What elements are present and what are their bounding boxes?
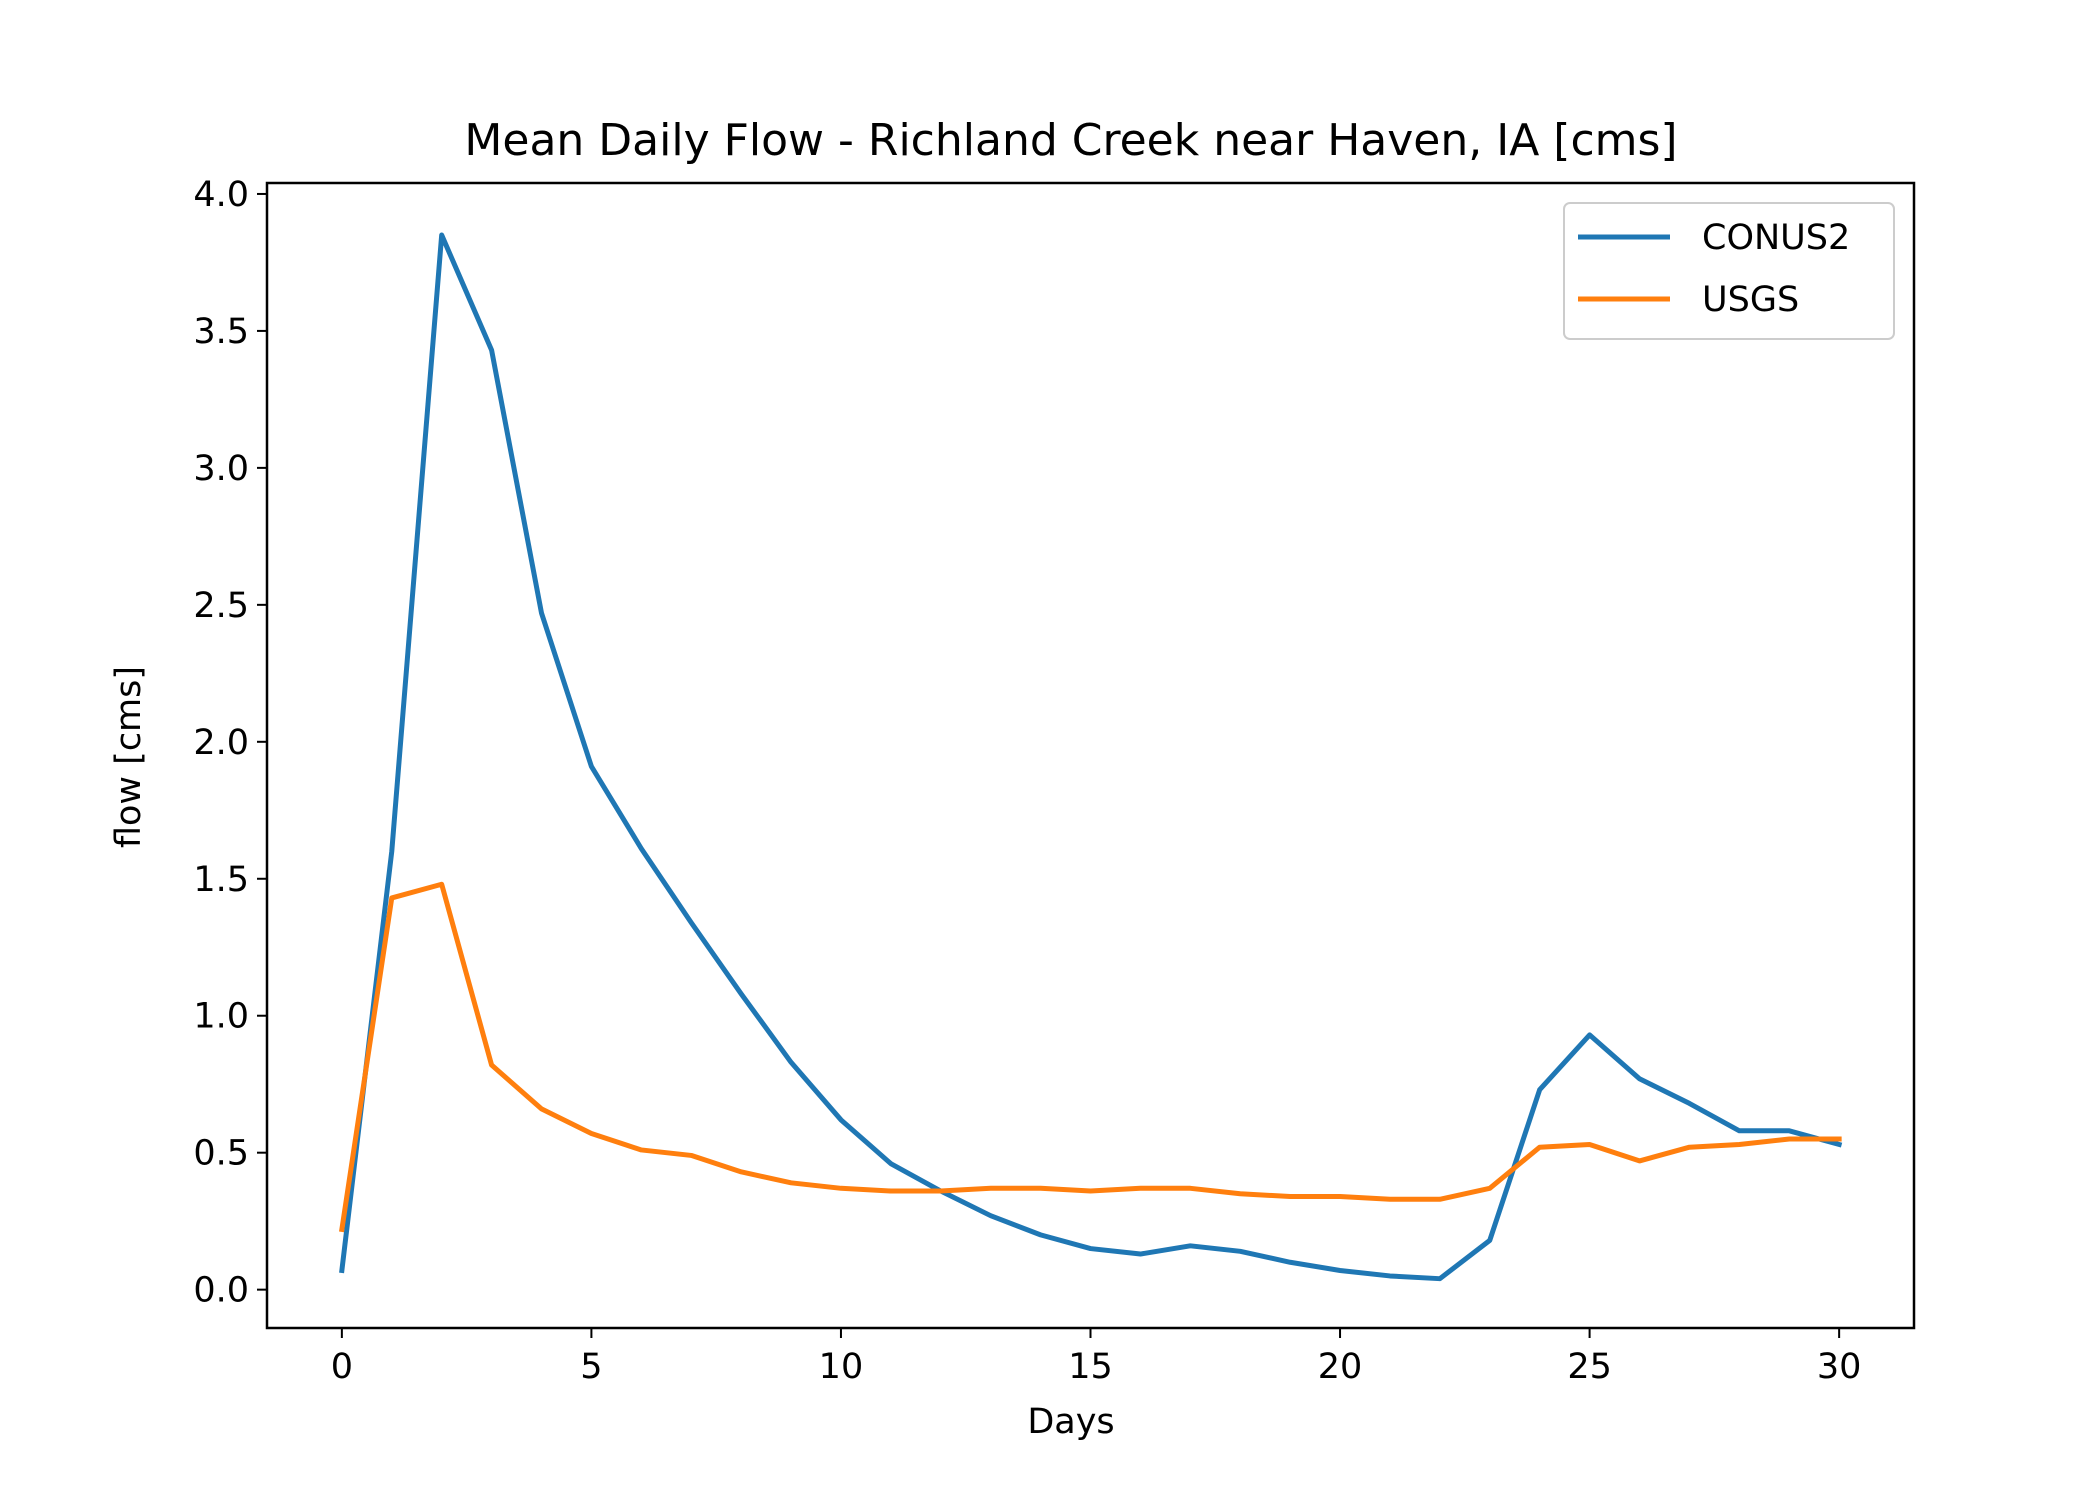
legend-label-usgs: USGS (1702, 280, 1799, 320)
y-tick-label: 1.0 (193, 997, 249, 1037)
axes-layer: 0 5 10 15 20 25 30 0.0 0.5 1.0 1.5 2.0 2.5 3.0 3.5 4.0 (193, 175, 1916, 1387)
x-tick-label: 25 (1567, 1347, 1612, 1387)
y-axis-label: flow [cms] (109, 666, 149, 848)
x-tick-label: 15 (1068, 1347, 1113, 1387)
x-axis-label: Days (1027, 1402, 1114, 1442)
x-tick-label: 10 (819, 1347, 864, 1387)
y-tick-label: 0.0 (193, 1271, 249, 1311)
series-line-usgs (339, 881, 1842, 1233)
x-tick-label: 30 (1817, 1347, 1862, 1387)
y-tick-label: 2.5 (193, 586, 249, 626)
y-tick-label: 2.0 (193, 723, 249, 763)
legend-label-conus2: CONUS2 (1702, 218, 1850, 258)
y-tick-label: 3.0 (193, 449, 249, 489)
y-tick-label: 0.5 (193, 1134, 249, 1174)
x-tick-label: 5 (580, 1347, 602, 1387)
y-tick-label: 4.0 (193, 175, 249, 215)
legend: CONUS2 USGS (1563, 202, 1895, 340)
y-tick-label: 1.5 (193, 860, 249, 900)
x-tick-label: 20 (1318, 1347, 1363, 1387)
series-layer (339, 232, 1843, 1282)
series-line-conus2 (339, 232, 1843, 1282)
y-tick-label: 3.5 (193, 312, 249, 352)
x-tick-label: 0 (331, 1347, 353, 1387)
chart-title: Mean Daily Flow - Richland Creek near Ha… (464, 115, 1677, 166)
